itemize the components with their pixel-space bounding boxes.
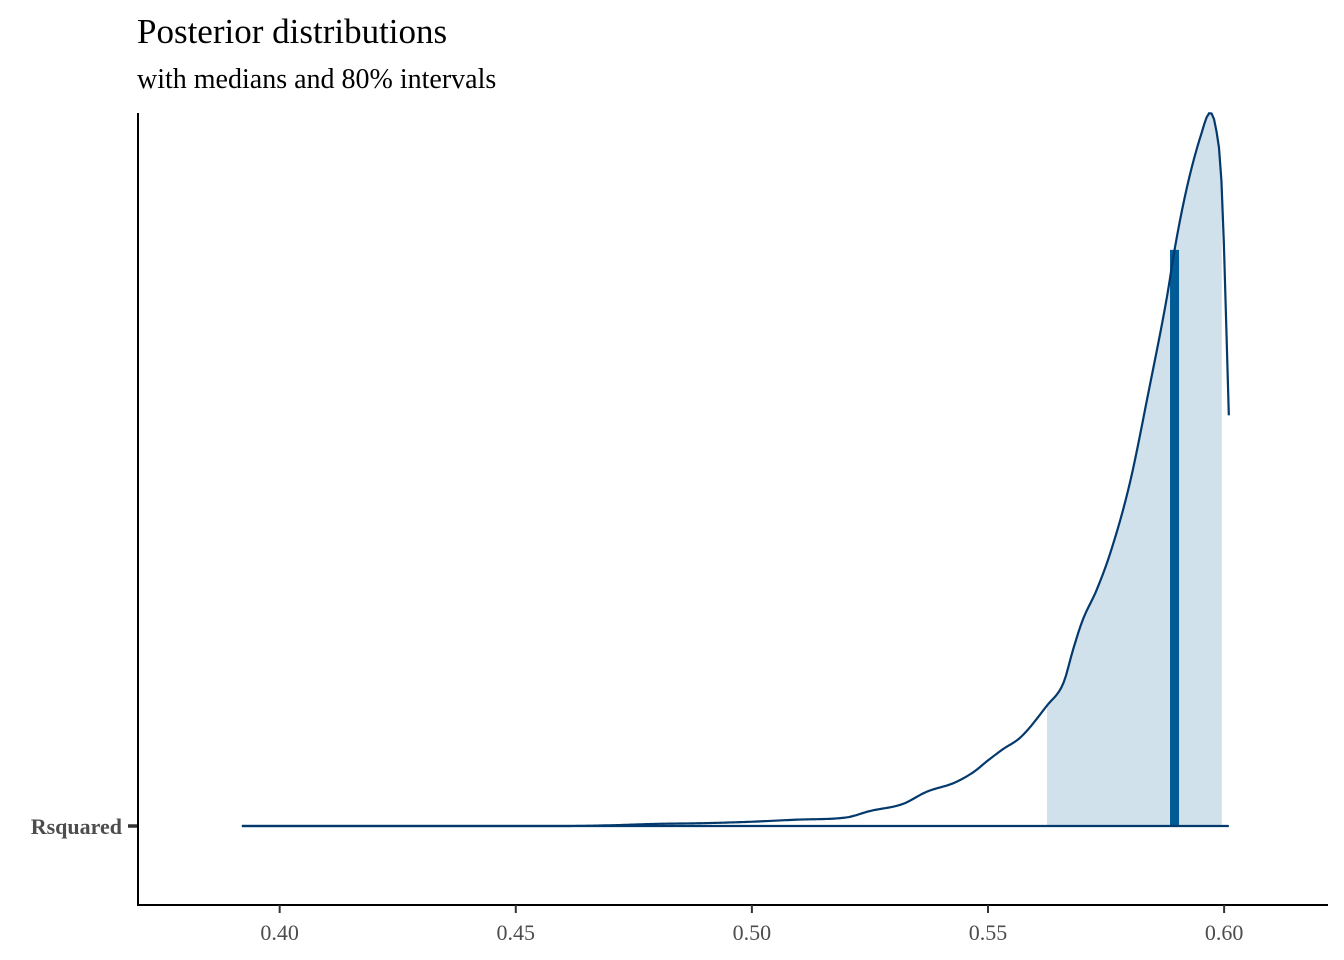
chart-subtitle: with medians and 80% intervals xyxy=(137,64,496,95)
x-tick-label: 0.50 xyxy=(733,920,772,945)
x-tick-label: 0.60 xyxy=(1205,920,1244,945)
plot-area xyxy=(241,112,1230,828)
x-tick-label: 0.45 xyxy=(497,920,536,945)
interval-area-rsquared xyxy=(1047,113,1222,826)
chart-title: Posterior distributions xyxy=(137,12,447,51)
y-tick-label-rsquared: Rsquared xyxy=(31,814,122,839)
x-tick-label: 0.40 xyxy=(260,920,299,945)
x-tick-label: 0.55 xyxy=(969,920,1008,945)
axes: Rsquared 0.40 0.45 0.50 0.55 0.60 xyxy=(31,113,1328,945)
